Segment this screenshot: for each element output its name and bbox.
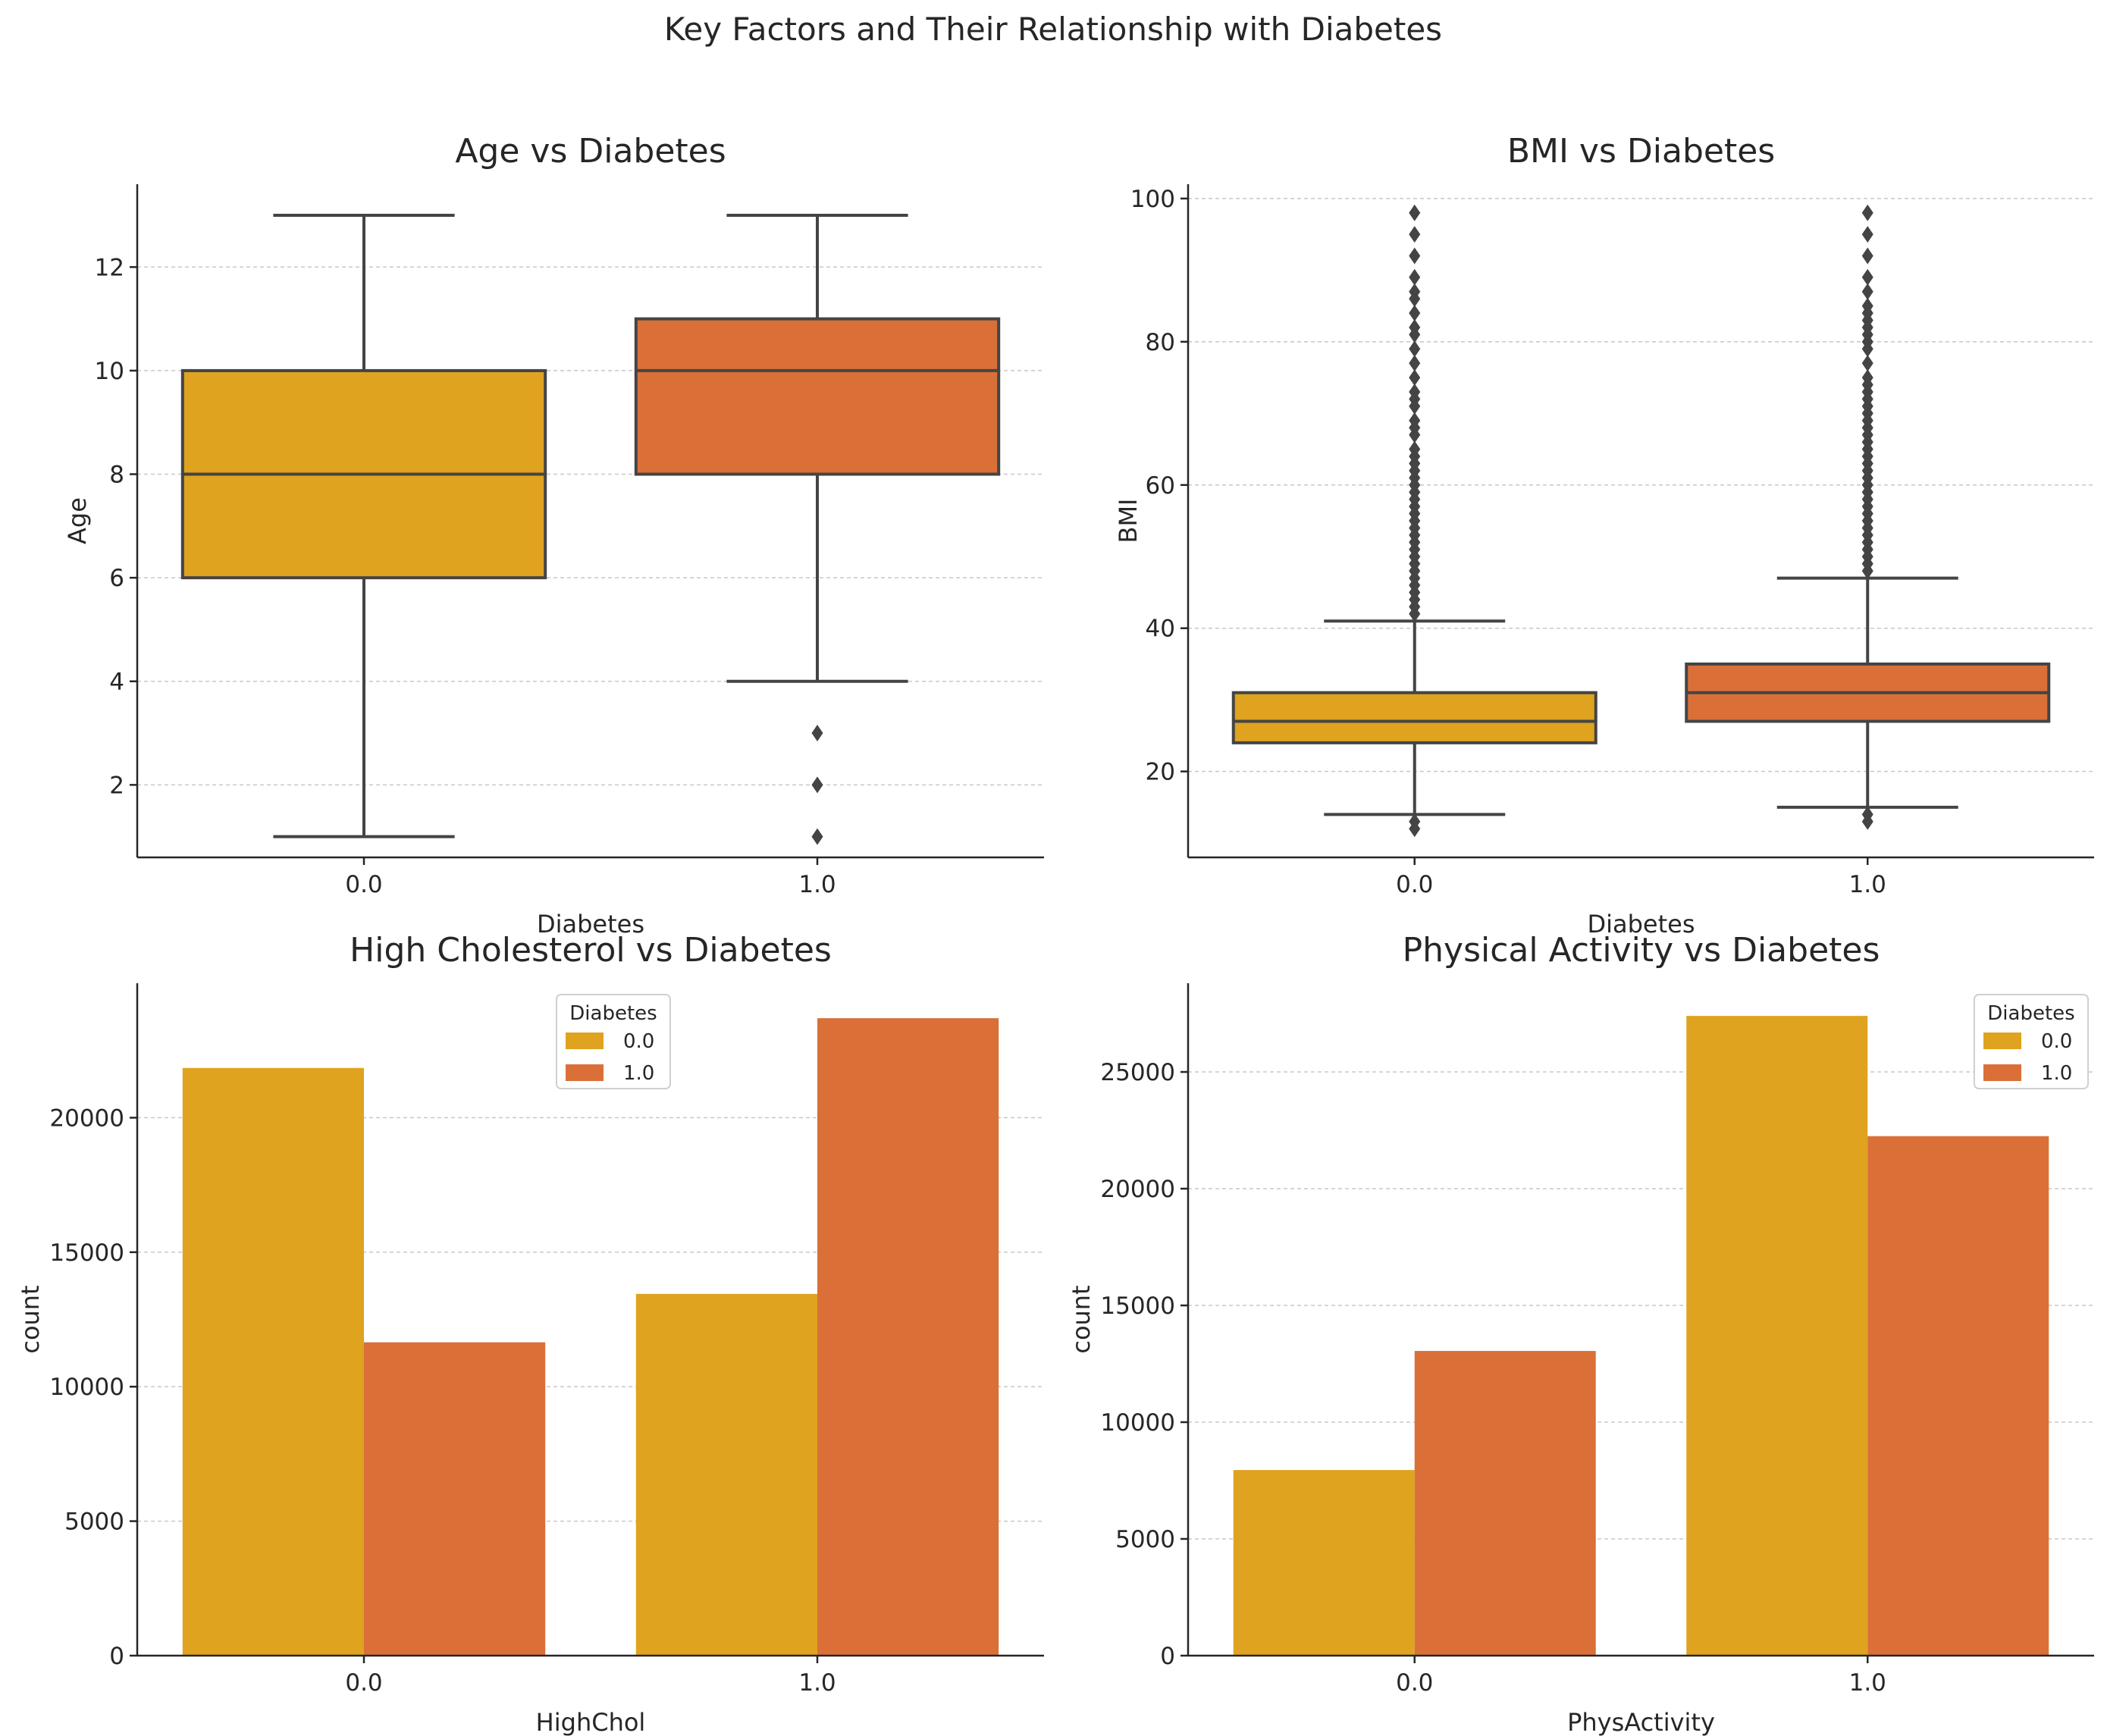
physactivity-title: Physical Activity vs Diabetes [1403,931,1880,970]
highchol-title: High Cholesterol vs Diabetes [350,931,832,970]
physactivity-bar-panel: Diabetes 0.0 1.0 0 5000 10000 15000 20000 25000 0… [1067,931,2094,1736]
highchol-ytick-label-0: 0 [109,1643,124,1670]
physactivity-bar-0-1 [1686,1016,1868,1656]
age-title: Age vs Diabetes [455,132,726,171]
age-box-panel: 2 4 6 8 10 12 0.0 1.0 Age vs Diabetes Diabetes Age [63,132,1044,939]
bmi-outlier-0-42 [1409,226,1421,243]
physactivity-legend-swatch-1 [1983,1064,2021,1081]
highchol-ytick-label-1: 5000 [64,1509,124,1536]
physactivity-ytick-label-4: 20000 [1100,1176,1175,1203]
highchol-xlabel: HighChol [536,1708,646,1736]
highchol-ytick-label-2: 10000 [49,1374,124,1401]
bmi-outlier-0-1 [1409,813,1421,830]
age-box-1 [634,317,1001,476]
bmi-outlier-0-43 [1409,204,1421,221]
bmi-title: BMI vs Diabetes [1507,132,1775,171]
physactivity-legend-title: Diabetes [1987,1002,2074,1025]
highchol-bar-0-0 [182,1067,364,1656]
highchol-xtick-label-1: 1.0 [798,1669,836,1697]
age-outlier-1-1 [811,776,823,794]
age-ytick-label-0: 2 [109,772,124,799]
physactivity-bar-1-0 [1414,1351,1596,1656]
bmi-outlier-0-41 [1409,247,1421,265]
highchol-bar-1-1 [817,1018,999,1656]
bmi-outlier-0-39 [1409,283,1421,300]
bmi-outlier-0-36 [1409,318,1421,336]
bmi-outlier-1-41 [1861,226,1873,243]
age-ytick-label-1: 4 [109,669,124,696]
highchol-ytick-label-4: 20000 [49,1105,124,1132]
bmi-ytick-label-0: 20 [1146,759,1175,786]
physactivity-xtick-label-1: 1.0 [1849,1669,1886,1697]
physactivity-xtick-label-0: 0.0 [1396,1669,1433,1697]
bmi-outlier-0-37 [1409,305,1421,322]
bmi-outlier-1-29 [1861,369,1873,387]
age-ytick-label-4: 10 [95,358,124,385]
bmi-outlier-0-32 [1409,369,1421,387]
bmi-outlier-0-33 [1409,355,1421,372]
highchol-legend-swatch-1 [566,1064,604,1081]
highchol-bar-1-0 [364,1342,546,1656]
age-ytick-label-2: 6 [109,565,124,592]
age-ytick-label-3: 8 [109,462,124,489]
physactivity-ytick-label-0: 0 [1160,1643,1175,1670]
bmi-box-panel: 20 40 60 80 100 0.0 1.0 BMI vs Diabetes Diabetes… [1114,132,2094,939]
bmi-outlier-1-40 [1861,247,1873,265]
physactivity-ylabel: count [1067,1285,1096,1353]
physactivity-ytick-label-1: 5000 [1115,1526,1175,1553]
bmi-xlabel: Diabetes [1587,910,1695,939]
bmi-xtick-label-1: 1.0 [1849,871,1886,898]
highchol-bar-0-1 [635,1293,817,1656]
highchol-ytick-label-3: 15000 [49,1239,124,1267]
bmi-outlier-0-28 [1409,412,1421,429]
age-outlier-1-0 [811,828,823,845]
physactivity-bar-1-1 [1867,1136,2049,1656]
highchol-xtick-label-0: 0.0 [345,1669,382,1697]
physactivity-legend-label-1: 1.0 [2041,1062,2072,1085]
bmi-outlier-1-37 [1861,297,1873,315]
highchol-legend-label-1: 1.0 [623,1062,654,1085]
bmi-ylabel: BMI [1114,499,1143,544]
age-xlabel: Diabetes [537,910,644,939]
bmi-outlier-1-1 [1861,806,1873,823]
bmi-outlier-1-38 [1861,283,1873,300]
physactivity-bar-0-0 [1233,1470,1415,1656]
age-xtick-label-1: 1.0 [798,871,836,898]
bmi-box-0 [1231,691,1597,744]
bmi-xtick-label-0: 0.0 [1396,871,1433,898]
age-ylabel: Age [63,497,92,544]
highchol-legend-title: Diabetes [569,1002,657,1025]
figure-title: Key Factors and Their Relationship with … [664,11,1442,48]
physactivity-ytick-label-3: 15000 [1100,1293,1175,1320]
highchol-legend-label-0: 0.0 [623,1030,654,1053]
bmi-outlier-1-39 [1861,268,1873,286]
bmi-outlier-0-31 [1409,383,1421,400]
highchol-bar-panel: Diabetes 0.0 1.0 0 5000 10000 15000 20000 0.0 1.0… [16,931,1044,1736]
physactivity-legend-label-0: 0.0 [2041,1030,2072,1053]
bmi-outlier-0-34 [1409,340,1421,358]
bmi-outlier-0-40 [1409,268,1421,286]
bmi-outlier-0-25 [1409,440,1421,458]
physactivity-xlabel: PhysActivity [1567,1708,1715,1736]
highchol-legend-swatch-0 [566,1033,604,1049]
age-outlier-1-2 [811,725,823,742]
bmi-outlier-1-42 [1861,204,1873,221]
bmi-ytick-label-1: 40 [1146,616,1175,643]
physactivity-ytick-label-2: 10000 [1100,1409,1175,1437]
physactivity-legend-swatch-0 [1983,1033,2021,1049]
bmi-ytick-label-2: 60 [1146,472,1175,500]
bmi-outlier-1-30 [1861,355,1873,372]
highchol-ylabel: count [16,1285,45,1353]
physactivity-ytick-label-5: 25000 [1100,1059,1175,1086]
bmi-ytick-label-3: 80 [1146,329,1175,356]
bmi-ytick-label-4: 100 [1130,186,1175,213]
age-xtick-label-0: 0.0 [345,871,382,898]
age-ytick-label-5: 12 [95,254,124,281]
